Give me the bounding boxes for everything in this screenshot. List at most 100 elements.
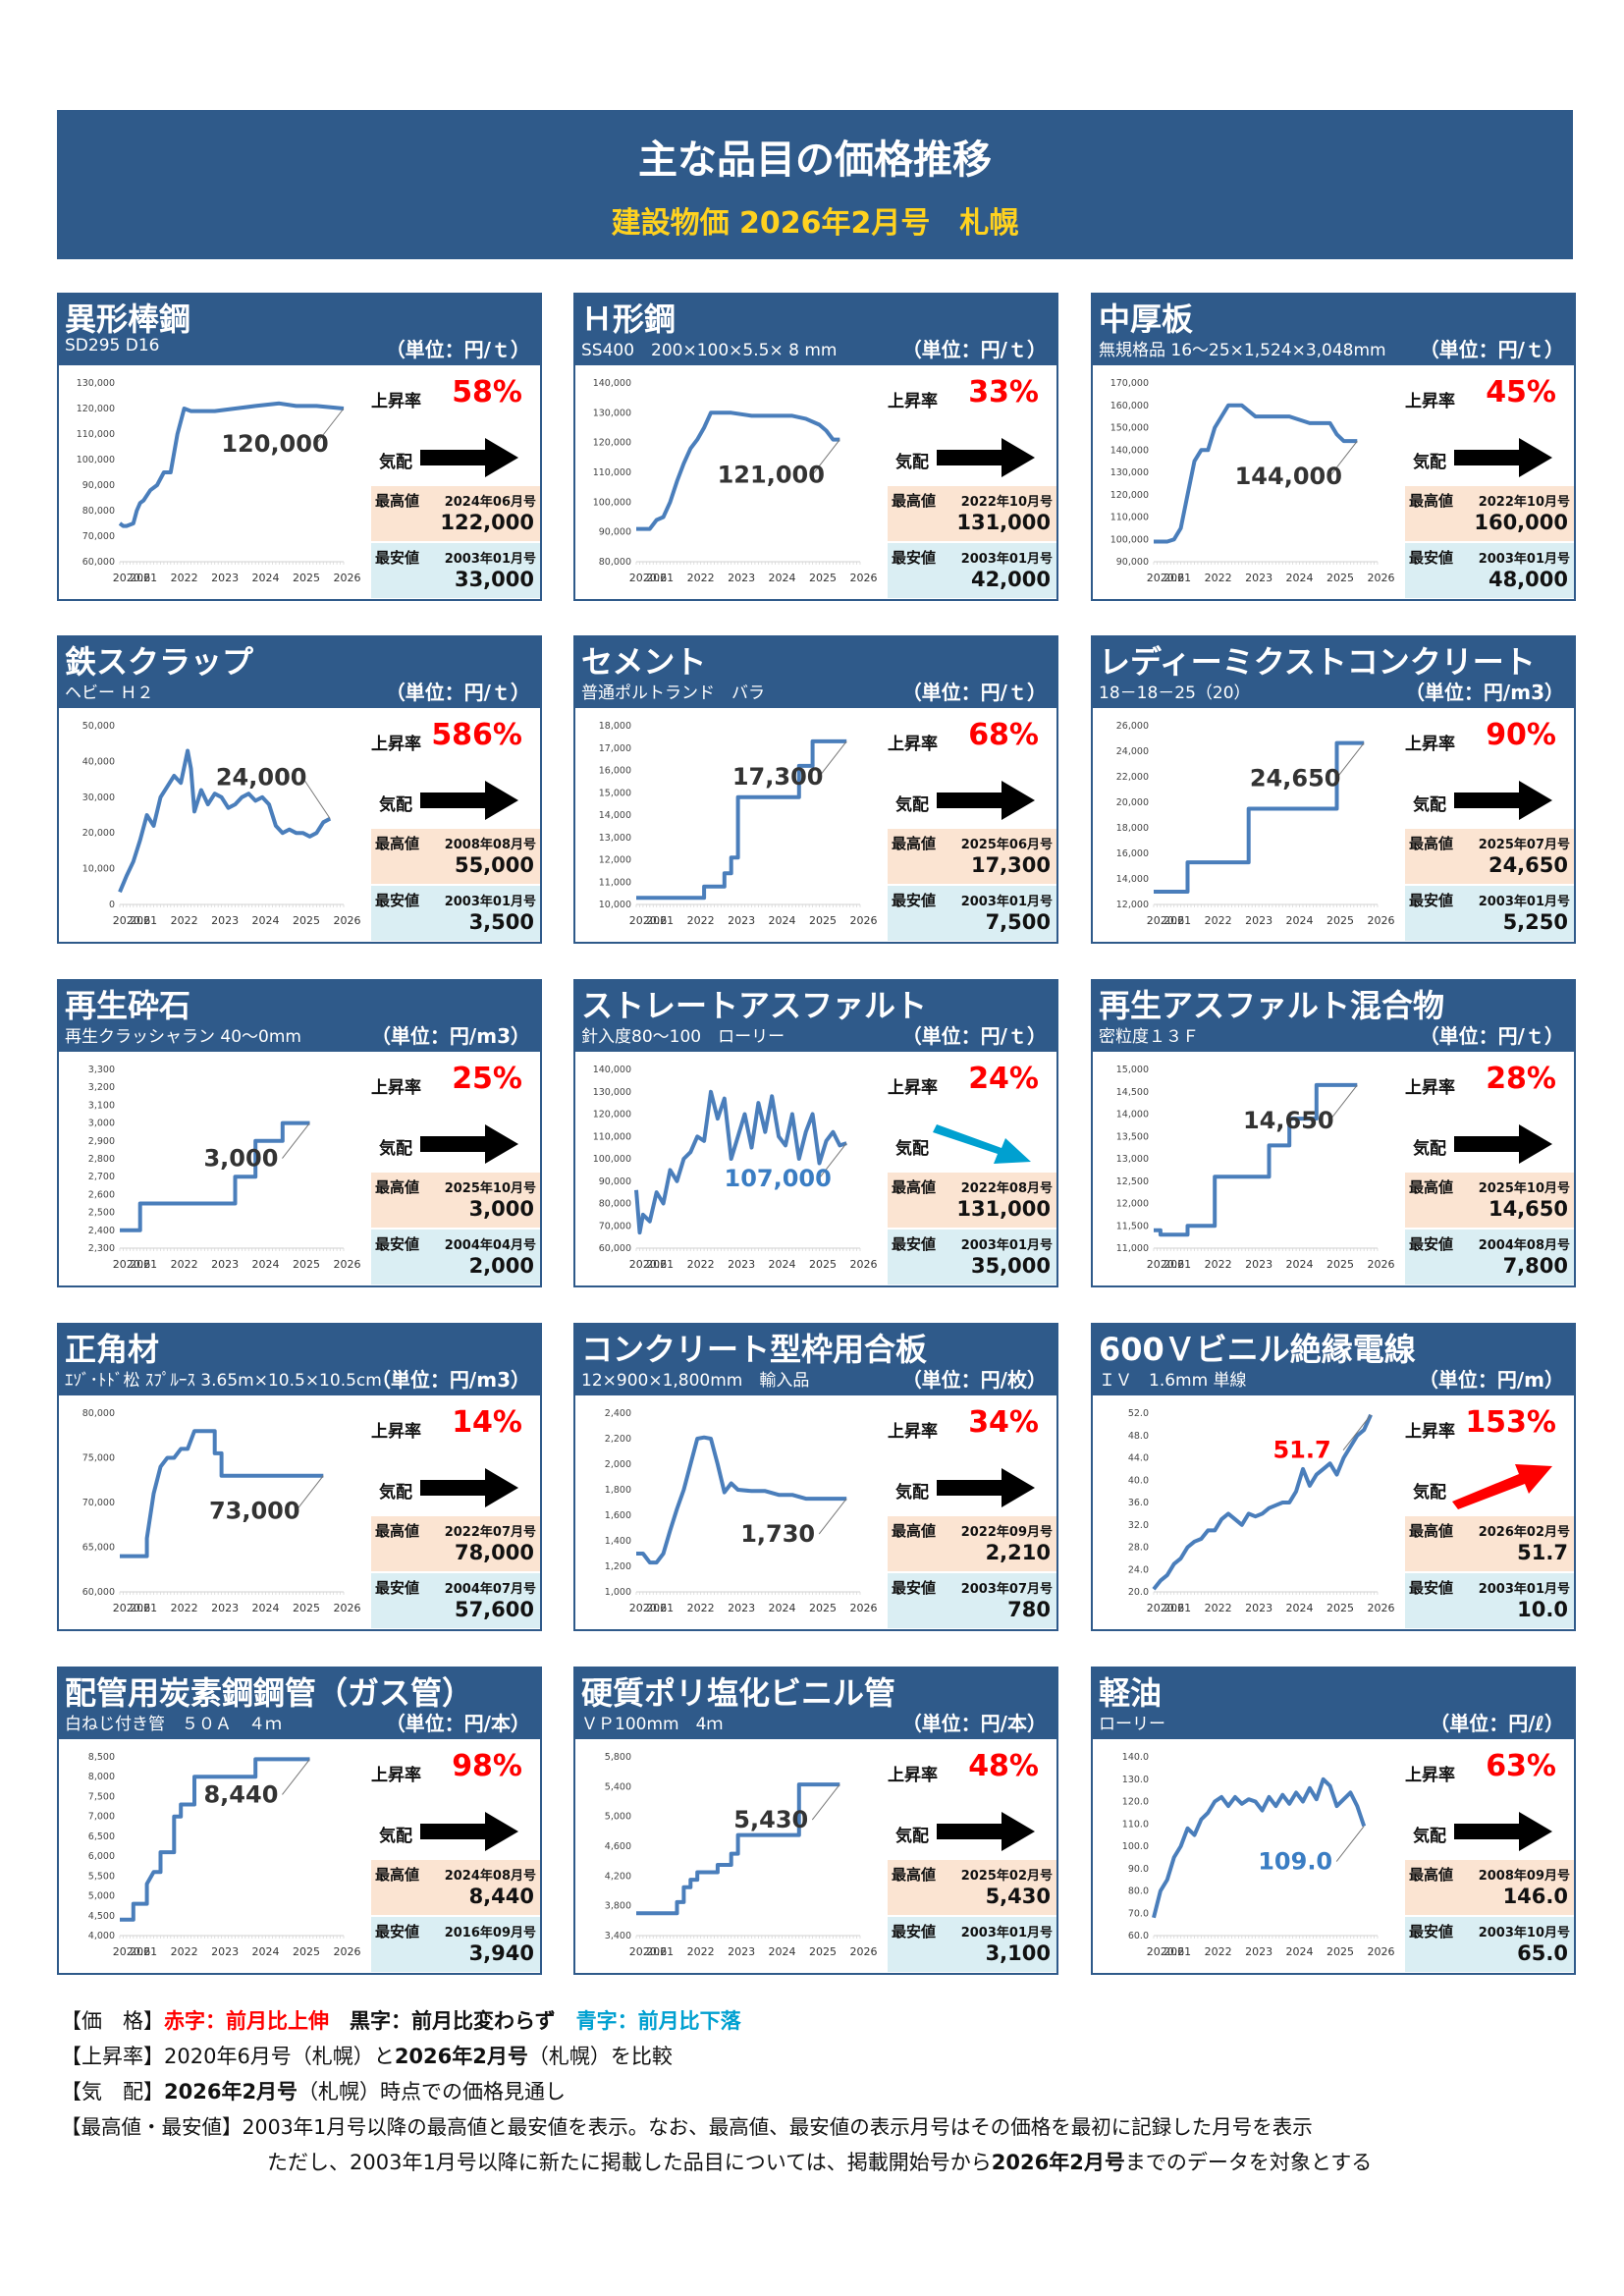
x-tick-label: 2023	[728, 914, 755, 927]
rate-label: 上昇率	[888, 735, 938, 754]
x-tick-label: 2023	[1245, 572, 1272, 584]
rate-value: 24%	[968, 1062, 1039, 1096]
y-tick-label: 52.0	[1128, 1408, 1149, 1419]
low-label: 最安値	[1409, 1235, 1454, 1253]
y-tick-label: 11,000	[1116, 1243, 1149, 1254]
trend-label: 気配	[1413, 1483, 1446, 1503]
x-tick-label: 2024	[769, 1602, 796, 1614]
y-tick-label: 32.0	[1128, 1520, 1149, 1531]
x-tick-label: 2026	[333, 1945, 360, 1958]
y-tick-label: 5,400	[605, 1781, 631, 1792]
chart-card: コンクリート型枠用合板 12×900×1,800mm 輸入品 （単位：円/枚） 1,0…	[573, 1323, 1058, 1631]
note-price-head: 【価 格】	[61, 2009, 164, 2033]
x-tick-label: 2022	[687, 572, 715, 584]
y-tick-label: 4,600	[605, 1841, 631, 1852]
rate-value: 98%	[452, 1749, 522, 1783]
y-tick-label: 13,000	[1116, 1154, 1149, 1165]
y-tick-label: 80.0	[1128, 1886, 1149, 1897]
current-value-label: 3,000	[203, 1145, 278, 1173]
low-box: 最安値 2003年01月号 5,250	[1405, 886, 1574, 941]
current-value-label: 144,000	[1235, 463, 1342, 490]
y-tick-label: 15,000	[1116, 1065, 1149, 1075]
y-tick-label: 11,500	[1116, 1221, 1149, 1231]
chart-card: セメント 普通ポルトランド バラ （単位：円/ｔ） 10,000 11,000 12,00…	[573, 635, 1058, 944]
y-tick-label: 20.0	[1128, 1587, 1149, 1598]
y-tick-label: 90,000	[1116, 557, 1149, 568]
item-spec: 白ねじ付き管 ５０Ａ ４ｍ	[65, 1715, 282, 1734]
rate-value: 58%	[452, 375, 522, 410]
high-label: 最高値	[892, 1522, 937, 1540]
low-value: 48,000	[1488, 568, 1568, 591]
x-tick-label: 2023	[211, 1945, 239, 1958]
high-date: 2022年10月号	[1478, 495, 1570, 510]
high-label: 最高値	[375, 1866, 420, 1884]
trend-arrow-icon	[1454, 781, 1552, 820]
high-value: 131,000	[956, 1197, 1051, 1221]
item-name: コンクリート型枠用合板	[581, 1331, 928, 1368]
item-unit: （単位：円/ｔ）	[385, 338, 530, 361]
low-value: 3,100	[985, 1941, 1051, 1965]
card-header: レディーミクストコンクリート 18－18－25（20） （単位：円/m3）	[1093, 637, 1574, 708]
item-unit: （単位：円/本）	[901, 1712, 1047, 1735]
high-value: 24,650	[1488, 853, 1568, 877]
x-tick-label: 2024	[1286, 914, 1314, 927]
price-series-line	[1152, 1777, 1367, 1919]
y-tick-label: 80,000	[82, 506, 115, 517]
x-tick-label: 2022	[171, 1258, 198, 1271]
low-box: 最安値 2016年09月号 3,940	[371, 1917, 540, 1972]
trend-arrow-shape	[420, 1812, 518, 1851]
x-tick-label: 2025	[1326, 1945, 1354, 1958]
y-tick-label: 15,000	[599, 788, 631, 798]
low-label: 最安値	[892, 1923, 937, 1941]
y-tick-label: 28.0	[1128, 1543, 1149, 1554]
high-label: 最高値	[892, 835, 937, 852]
y-tick-label: 30,000	[82, 793, 115, 803]
card-header: ストレートアスファルト 針入度80～100 ローリー （単位：円/ｔ）	[575, 981, 1056, 1052]
high-value: 131,000	[956, 511, 1051, 534]
y-tick-label: 20,000	[1116, 797, 1149, 808]
x-tick-label: 2025	[1326, 914, 1354, 927]
item-spec: 針入度80～100 ローリー	[581, 1027, 785, 1047]
y-tick-label: 100,000	[593, 497, 631, 508]
notes: 【価 格】赤字：前月比上伸 黒字：前月比変わらず 青字：前月比下落 【上昇率】2…	[61, 2003, 1593, 2180]
price-line-chart: 12,000 14,000 16,000 18,000 20,000 22,000 24,0…	[1116, 721, 1395, 927]
price-line-chart: 90,000 100,000 110,000 120,000 130,000 140,00…	[1110, 378, 1395, 584]
item-unit: （単位：円/m3）	[1404, 681, 1564, 704]
x-tick-label: 2025	[1326, 572, 1354, 584]
rate-value: 153%	[1465, 1405, 1556, 1440]
low-date: 2003年01月号	[1478, 1582, 1570, 1597]
x-tick-label: 2021	[1164, 1602, 1191, 1614]
low-box: 最安値 2003年01月号 7,500	[888, 886, 1056, 941]
trend-arrow-shape	[1454, 438, 1552, 477]
x-tick-label: 2021	[130, 1602, 157, 1614]
high-label: 最高値	[1409, 1522, 1454, 1540]
item-name: 配管用炭素鋼鋼管（ガス管）	[65, 1674, 474, 1712]
note-scope-a: ただし、2003年1月号以降に新たに掲載した品目については、掲載開始号から	[267, 2151, 992, 2174]
high-label: 最高値	[375, 835, 420, 852]
low-value: 7,800	[1502, 1254, 1568, 1278]
price-series-line	[120, 1429, 324, 1558]
x-tick-label: 2021	[646, 572, 674, 584]
high-date: 2025年06月号	[960, 838, 1053, 852]
item-spec: ｴｿﾞ･ﾄﾄﾞ松 ｽﾌﾟﾙｰｽ 3.65m×10.5×10.5cm	[65, 1371, 382, 1391]
price-series-line	[636, 1782, 840, 1916]
x-tick-label: 2026	[1367, 1945, 1394, 1958]
low-box: 最安値 2003年01月号 48,000	[1405, 543, 1574, 598]
y-tick-label: 4,500	[88, 1911, 115, 1922]
high-box: 最高値 2008年09月号 146.0	[1405, 1860, 1574, 1915]
item-name: 再生砕石	[65, 987, 191, 1024]
current-value-label: 109.0	[1258, 1848, 1332, 1876]
y-tick-label: 130.0	[1122, 1775, 1149, 1785]
low-value: 780	[1007, 1598, 1051, 1621]
x-tick-label: 2021	[130, 1945, 157, 1958]
high-value: 17,300	[970, 853, 1051, 877]
trend-label: 気配	[1413, 1139, 1446, 1159]
note-trend-a: 2026年2月号	[164, 2080, 298, 2104]
note-trend-b: （札幌）時点での価格見通し	[298, 2080, 567, 2104]
item-name: 鉄スクラップ	[65, 643, 254, 681]
chart-card: 中厚板 無規格品 16～25×1,524×3,048mm （単位：円/ｔ） 90,00…	[1091, 293, 1576, 601]
low-value: 3,940	[468, 1941, 534, 1965]
price-series-line	[120, 1121, 310, 1232]
low-date: 2003年10月号	[1478, 1926, 1570, 1941]
y-tick-label: 150,000	[1110, 423, 1149, 434]
